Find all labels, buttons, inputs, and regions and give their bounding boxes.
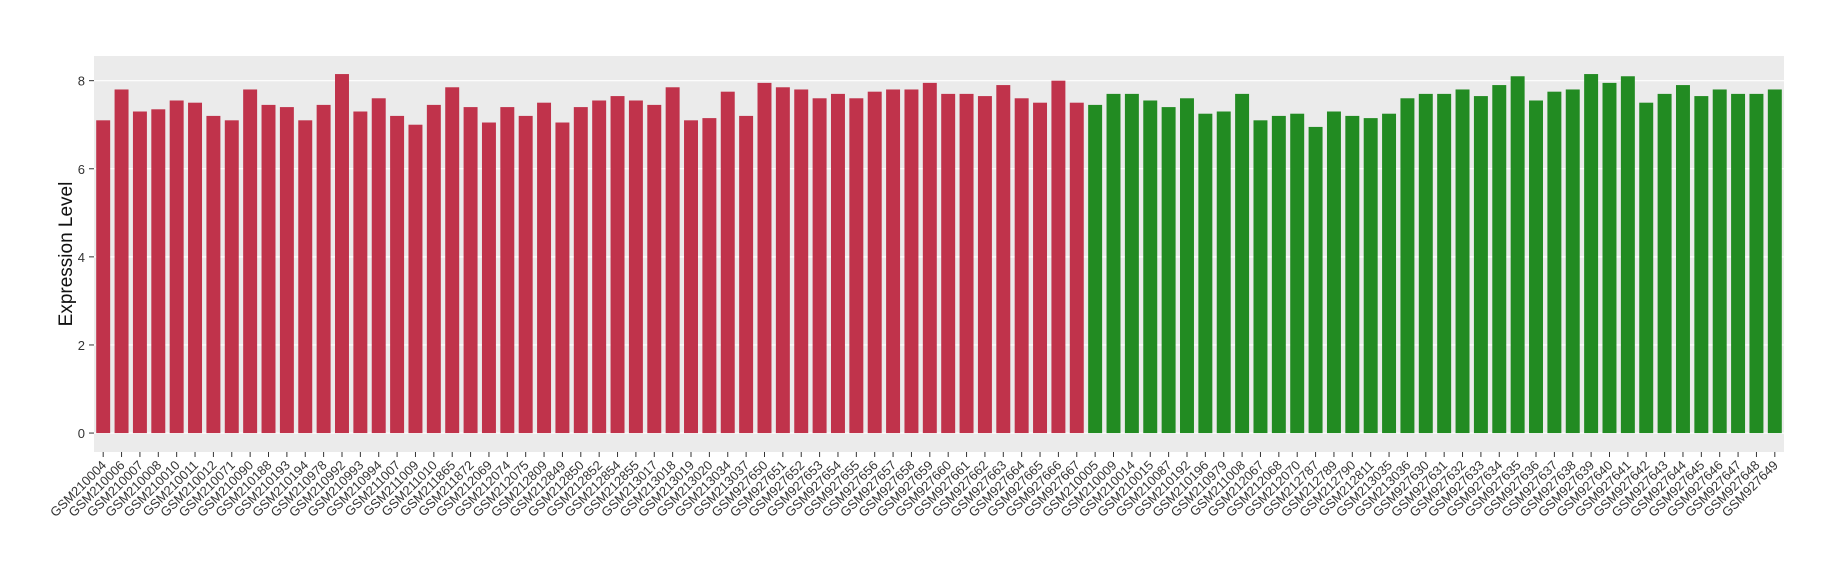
bar bbox=[941, 93, 956, 434]
bar bbox=[1345, 115, 1360, 434]
bar bbox=[1253, 120, 1268, 434]
bar bbox=[1326, 111, 1341, 434]
bar bbox=[812, 98, 827, 434]
bar bbox=[1014, 98, 1029, 434]
bar bbox=[1382, 113, 1397, 434]
bar bbox=[867, 91, 882, 434]
bar bbox=[1216, 111, 1231, 434]
y-tick-label: 4 bbox=[78, 250, 85, 265]
bar bbox=[757, 82, 772, 434]
bar bbox=[1455, 89, 1470, 434]
bar bbox=[481, 122, 496, 434]
bar bbox=[1510, 76, 1525, 434]
bar bbox=[1363, 118, 1378, 434]
bar bbox=[1602, 82, 1617, 434]
bar bbox=[463, 107, 478, 434]
bar bbox=[426, 104, 441, 434]
bar bbox=[739, 115, 754, 434]
bar bbox=[353, 111, 368, 434]
bar bbox=[243, 89, 258, 434]
bar bbox=[1308, 126, 1323, 434]
bar bbox=[114, 89, 129, 434]
bar bbox=[1418, 93, 1433, 434]
bar bbox=[1639, 102, 1654, 434]
bar bbox=[1124, 93, 1139, 434]
bar bbox=[647, 104, 662, 434]
bar bbox=[224, 120, 239, 434]
bar bbox=[1620, 76, 1635, 434]
bar bbox=[1290, 113, 1305, 434]
bar bbox=[1161, 107, 1176, 434]
bar bbox=[922, 82, 937, 434]
bar bbox=[445, 87, 460, 434]
bar bbox=[132, 111, 147, 434]
bar bbox=[684, 120, 698, 434]
y-tick-label: 8 bbox=[78, 74, 85, 89]
bar bbox=[500, 107, 515, 434]
bar bbox=[628, 100, 643, 434]
bar bbox=[537, 102, 552, 434]
bar bbox=[830, 93, 845, 434]
y-axis-title: Expression Level bbox=[56, 182, 77, 327]
bar bbox=[702, 118, 717, 434]
bar bbox=[1033, 102, 1048, 434]
bar bbox=[555, 122, 570, 434]
bar bbox=[775, 87, 790, 434]
y-tick-label: 0 bbox=[78, 426, 85, 441]
bar bbox=[206, 115, 221, 434]
bar bbox=[1235, 93, 1250, 434]
bar bbox=[1584, 74, 1599, 434]
bar bbox=[1473, 96, 1488, 434]
bar bbox=[849, 98, 864, 434]
bar bbox=[1106, 93, 1121, 434]
bar bbox=[1547, 91, 1562, 434]
bar bbox=[1271, 115, 1286, 434]
bar bbox=[1088, 104, 1103, 434]
bar bbox=[904, 89, 919, 434]
bar bbox=[279, 107, 294, 434]
bar bbox=[1143, 100, 1158, 434]
y-tick-label: 2 bbox=[78, 338, 85, 353]
bar bbox=[1400, 98, 1415, 434]
bar bbox=[1675, 85, 1690, 434]
bar bbox=[1051, 80, 1066, 434]
bar bbox=[610, 96, 625, 434]
bar bbox=[261, 104, 276, 434]
bar bbox=[1657, 93, 1672, 434]
bar bbox=[1712, 89, 1727, 434]
bar bbox=[1069, 102, 1084, 434]
bar bbox=[335, 74, 349, 434]
bar bbox=[1767, 89, 1782, 434]
bar bbox=[316, 104, 331, 434]
bar bbox=[1437, 93, 1452, 434]
bar bbox=[151, 109, 166, 434]
bar bbox=[592, 100, 607, 434]
bar bbox=[1694, 96, 1709, 434]
bar bbox=[1731, 93, 1746, 434]
bar bbox=[188, 102, 203, 434]
bar bbox=[96, 120, 111, 434]
bar bbox=[1492, 85, 1507, 434]
bar bbox=[665, 87, 680, 434]
bar bbox=[996, 85, 1011, 434]
bar bbox=[1565, 89, 1580, 434]
bar bbox=[371, 98, 386, 434]
bar bbox=[720, 91, 735, 434]
bar bbox=[794, 89, 809, 434]
bar bbox=[390, 115, 405, 434]
bar bbox=[1529, 100, 1543, 434]
bar bbox=[573, 107, 588, 434]
bar bbox=[886, 89, 901, 434]
bar bbox=[408, 124, 423, 434]
bar bbox=[169, 100, 184, 434]
y-tick-label: 6 bbox=[78, 162, 85, 177]
bar bbox=[977, 96, 992, 434]
bar bbox=[1180, 98, 1194, 434]
bar bbox=[518, 115, 533, 434]
bar bbox=[959, 93, 974, 434]
bar bbox=[1198, 113, 1213, 434]
bar bbox=[1749, 93, 1764, 434]
bar bbox=[298, 120, 313, 434]
